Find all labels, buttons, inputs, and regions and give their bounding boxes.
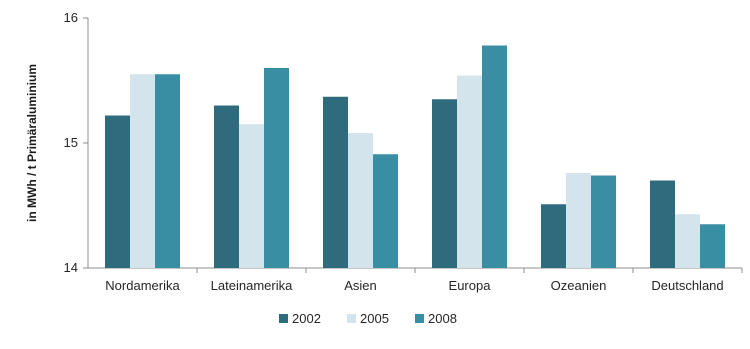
legend-swatch-2008: [415, 314, 424, 323]
bar-2008-deutschland: [700, 224, 725, 268]
bars: [105, 45, 725, 268]
bar-2002-deutschland: [650, 180, 675, 268]
bar-2005-ozeanien: [566, 173, 591, 268]
bar-2005-deutschland: [675, 214, 700, 268]
y-tick-label: 14: [64, 260, 78, 275]
x-category-labels: Nordamerika Lateinamerika Asien Europa Ozean…: [105, 278, 723, 293]
legend-swatch-2005: [347, 314, 356, 323]
bar-2002-asien: [323, 96, 348, 268]
axes: [83, 17, 743, 273]
bar-2008-europa: [482, 45, 507, 268]
x-category-label: Lateinamerika: [211, 278, 293, 293]
bar-2005-asien: [348, 133, 373, 268]
bar-2008-ozeanien: [591, 175, 616, 268]
legend-label-2008: 2008: [428, 311, 457, 326]
legend-label-2002: 2002: [292, 311, 321, 326]
bar-2002-europa: [432, 99, 457, 268]
bar-2005-europa: [457, 75, 482, 268]
bar-2005-lateinamerika: [239, 124, 264, 268]
y-tick-label: 16: [64, 10, 78, 25]
bar-2002-ozeanien: [541, 204, 566, 268]
bar-2005-nordamerika: [130, 74, 155, 268]
x-category-label: Deutschland: [651, 278, 723, 293]
legend-label-2005: 2005: [360, 311, 389, 326]
y-tick-label: 15: [64, 135, 78, 150]
x-category-label: Asien: [344, 278, 377, 293]
bar-2002-nordamerika: [105, 115, 130, 268]
bar-2008-lateinamerika: [264, 68, 289, 268]
x-category-label: Ozeanien: [551, 278, 607, 293]
x-category-label: Europa: [449, 278, 492, 293]
legend: 2002 2005 2008: [279, 311, 457, 326]
bar-2008-asien: [373, 154, 398, 268]
y-axis-label: in MWh / t Primäraluminium: [25, 64, 39, 222]
x-category-label: Nordamerika: [105, 278, 180, 293]
legend-swatch-2002: [279, 314, 288, 323]
bar-2008-nordamerika: [155, 74, 180, 268]
y-tick-labels: 14 15 16: [64, 10, 78, 275]
bar-2002-lateinamerika: [214, 105, 239, 268]
